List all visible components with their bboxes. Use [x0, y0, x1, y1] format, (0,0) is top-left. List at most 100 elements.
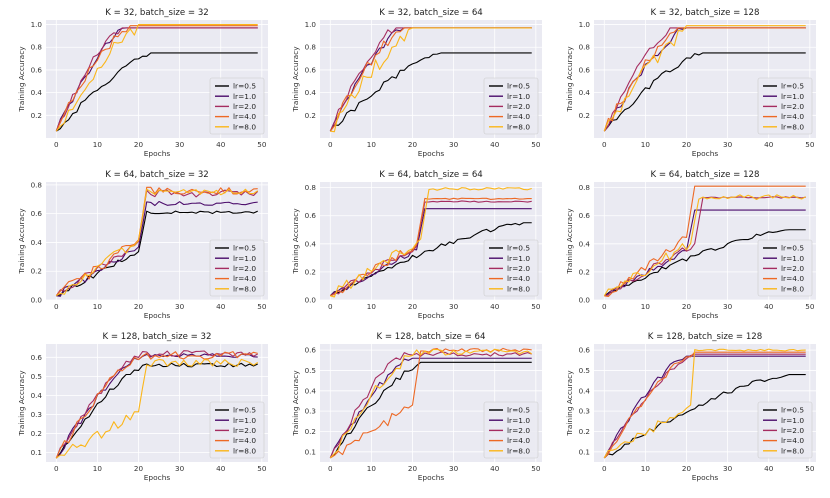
x-tick-label: 10 — [93, 140, 103, 149]
x-tick-label: 0 — [602, 302, 607, 311]
legend-label: lr=1.0 — [781, 416, 804, 425]
y-tick-label: 0.4 — [579, 386, 591, 395]
legend-box — [757, 239, 813, 297]
series-line-lr-8_0 — [55, 358, 259, 459]
x-tick-label: 0 — [328, 464, 333, 473]
legend: lr=0.5lr=1.0lr=2.0lr=4.0lr=8.0 — [757, 401, 813, 459]
y-tick-label: 0.6 — [579, 65, 591, 74]
y-axis-label: Training Accuracy — [17, 208, 26, 275]
y-tick-label: 0.2 — [579, 267, 590, 276]
y-tick-label: 0.0 — [31, 296, 43, 305]
legend-label: lr=8.0 — [781, 446, 804, 455]
y-tick-label: 0.2 — [305, 427, 316, 436]
legend-label: lr=2.0 — [507, 264, 530, 273]
y-tick-label: 0.3 — [305, 407, 316, 416]
subplot-3: 0 10 20 30 40 50 0.2 0.4 0.6 0.8 1.0 K = 32, batch_… — [565, 8, 816, 158]
x-tick-label: 10 — [93, 464, 103, 473]
x-tick-label: 10 — [367, 302, 377, 311]
x-tick-label: 10 — [641, 302, 651, 311]
y-tick-label: 0.4 — [579, 239, 591, 248]
x-tick-label: 0 — [54, 140, 59, 149]
subplot-9: 0 10 20 30 40 50 0.1 0.2 0.3 0.4 0.5 0.6 K = 128, ba… — [565, 332, 816, 482]
chart-title: K = 128, batch_size = 32 — [103, 332, 212, 342]
x-tick-label: 50 — [531, 302, 541, 311]
y-tick-label: 0.6 — [305, 211, 317, 220]
y-axis-label: Training Accuracy — [565, 370, 574, 437]
y-tick-label: 0.2 — [31, 267, 42, 276]
series-line-lr-8_0 — [603, 194, 806, 297]
x-tick-label: 20 — [682, 302, 692, 311]
legend-label: lr=2.0 — [233, 102, 256, 111]
x-tick-label: 40 — [216, 140, 226, 149]
x-axis-label: Epochs — [692, 473, 719, 482]
series-line-lr-4_0 — [55, 186, 258, 297]
x-axis-label: Epochs — [418, 473, 445, 482]
y-tick-label: 0.3 — [31, 410, 42, 419]
x-tick-label: 30 — [723, 140, 733, 149]
x-tick-label: 20 — [408, 302, 418, 311]
y-axis-label: Training Accuracy — [565, 46, 574, 113]
legend: lr=0.5lr=1.0lr=2.0lr=4.0lr=8.0 — [483, 401, 539, 459]
x-tick-label: 30 — [175, 464, 185, 473]
chart-title: K = 64, batch_size = 64 — [379, 170, 483, 180]
y-axis-label: Training Accuracy — [565, 208, 574, 275]
x-tick-label: 10 — [367, 464, 377, 473]
x-tick-label: 10 — [641, 140, 651, 149]
legend-label: lr=0.5 — [233, 406, 256, 415]
legend: lr=0.5lr=1.0lr=2.0lr=4.0lr=8.0 — [209, 401, 265, 459]
x-axis-label: Epochs — [418, 311, 445, 320]
series-line-lr-0_5 — [55, 362, 258, 459]
y-tick-label: 0.6 — [579, 211, 591, 220]
legend-label: lr=2.0 — [233, 426, 256, 435]
y-tick-label: 1.0 — [305, 20, 317, 29]
legend-label: lr=8.0 — [233, 122, 256, 131]
x-tick-label: 30 — [449, 140, 459, 149]
y-axis-label: Training Accuracy — [291, 370, 300, 437]
legend-label: lr=0.5 — [507, 406, 530, 415]
y-tick-label: 0.1 — [579, 447, 590, 456]
x-axis-label: Epochs — [692, 149, 719, 158]
legend-label: lr=0.5 — [781, 82, 804, 91]
x-tick-label: 10 — [641, 464, 651, 473]
legend-label: lr=8.0 — [233, 446, 256, 455]
legend-label: lr=2.0 — [233, 264, 256, 273]
series-line-lr-0_5 — [55, 52, 258, 132]
x-tick-label: 20 — [408, 140, 418, 149]
y-tick-label: 0.2 — [579, 427, 590, 436]
y-tick-label: 0.8 — [579, 183, 591, 192]
x-tick-label: 0 — [328, 140, 333, 149]
legend-label: lr=8.0 — [507, 446, 530, 455]
legend-label: lr=8.0 — [233, 284, 256, 293]
chart-title: K = 128, batch_size = 64 — [377, 332, 486, 342]
series-line-lr-0_5 — [329, 361, 532, 459]
legend: lr=0.5lr=1.0lr=2.0lr=4.0lr=8.0 — [757, 239, 813, 297]
x-tick-label: 20 — [134, 140, 144, 149]
legend-box — [757, 401, 813, 459]
legend-label: lr=4.0 — [781, 112, 804, 121]
y-tick-label: 0.0 — [305, 296, 317, 305]
legend-label: lr=2.0 — [507, 426, 530, 435]
legend-box — [757, 77, 813, 135]
series-line-lr-8_0 — [55, 23, 258, 132]
series-line-lr-0_5 — [603, 373, 806, 459]
legend-label: lr=0.5 — [507, 244, 530, 253]
legend-label: lr=1.0 — [233, 92, 256, 101]
series-line-lr-8_0 — [329, 348, 533, 459]
y-tick-label: 0.5 — [305, 366, 316, 375]
legend: lr=0.5lr=1.0lr=2.0lr=4.0lr=8.0 — [209, 77, 265, 135]
x-axis-label: Epochs — [692, 311, 719, 320]
legend: lr=0.5lr=1.0lr=2.0lr=4.0lr=8.0 — [209, 239, 265, 297]
legend-label: lr=0.5 — [781, 244, 804, 253]
x-tick-label: 30 — [723, 464, 733, 473]
legend-box — [483, 401, 539, 459]
series-line-lr-8_0 — [330, 27, 532, 133]
legend-box — [209, 401, 265, 459]
y-tick-label: 0.5 — [579, 366, 590, 375]
legend-label: lr=0.5 — [781, 406, 804, 415]
legend-label: lr=2.0 — [507, 102, 530, 111]
legend-label: lr=1.0 — [781, 92, 804, 101]
legend-label: lr=1.0 — [233, 416, 256, 425]
y-tick-label: 0.8 — [305, 43, 317, 52]
y-tick-label: 1.0 — [579, 20, 591, 29]
y-tick-label: 0.6 — [305, 65, 317, 74]
